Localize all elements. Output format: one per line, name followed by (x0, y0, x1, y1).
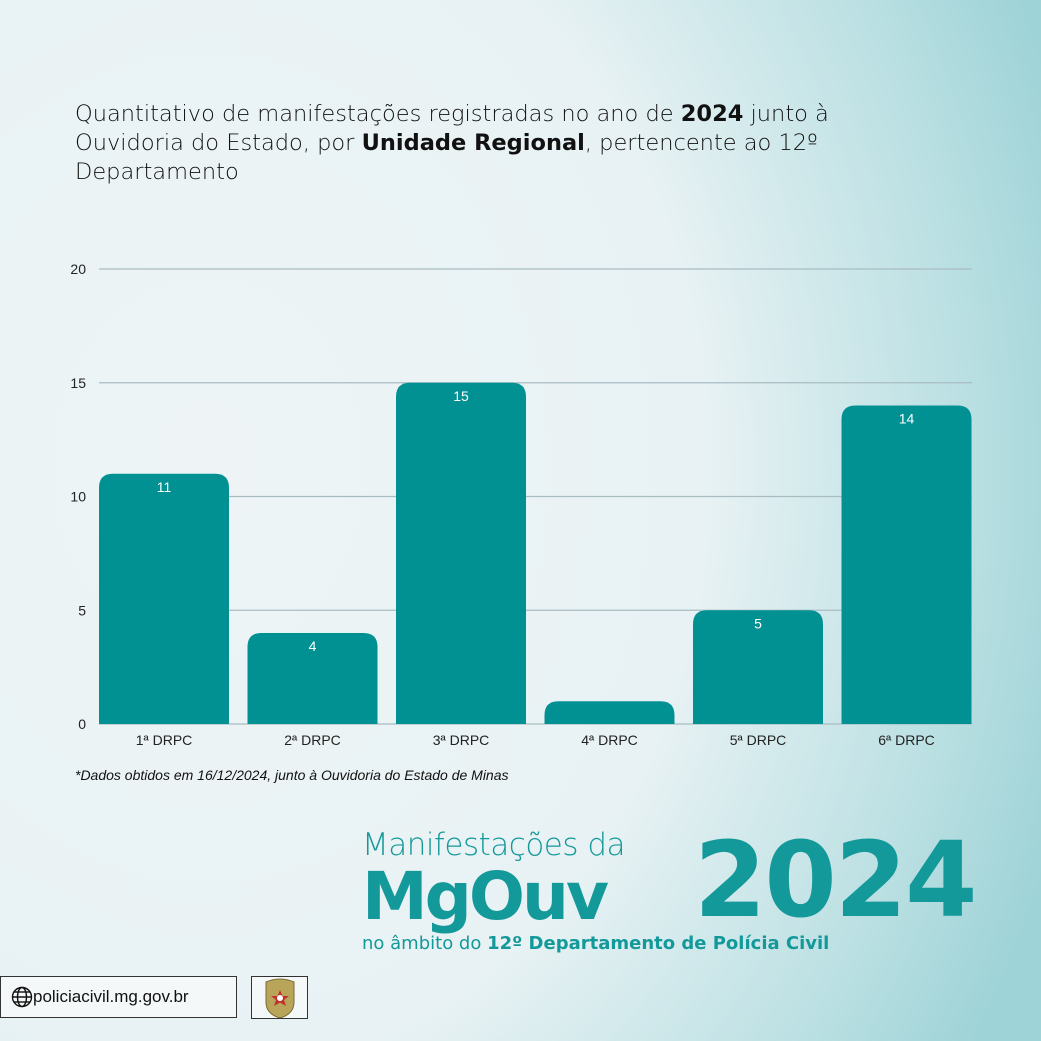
bar (99, 473, 229, 724)
data-label: 15 (453, 388, 469, 404)
brand-logo-mgouv: MgOuv (362, 858, 609, 935)
brand-line1: Manifestações da (362, 827, 626, 863)
data-label: 11 (157, 479, 172, 495)
x-tick-label: 1ª DRPC (136, 732, 193, 748)
data-label: 14 (899, 411, 915, 427)
y-tick-label: 5 (78, 602, 86, 618)
x-tick-label: 2ª DRPC (284, 732, 341, 748)
website-link[interactable]: policiacivil.mg.gov.br (0, 976, 237, 1018)
bar (247, 633, 378, 724)
globe-icon (11, 986, 33, 1008)
brand-subtitle: no âmbito do 12º Departamento de Polícia… (362, 933, 830, 954)
footnote: *Dados obtidos em 16/12/2024, junto à Ou… (75, 767, 509, 783)
data-label: 5 (754, 615, 762, 631)
y-tick-label: 15 (70, 375, 86, 391)
y-tick-label: 10 (70, 489, 86, 505)
bar (693, 610, 823, 724)
bar (841, 405, 972, 724)
police-badge-icon (265, 978, 294, 1018)
x-tick-label: 3ª DRPC (433, 732, 490, 748)
y-tick-label: 0 (78, 716, 86, 732)
bar-chart: 0 5 10 15 20 11 1ª DRPC 4 2ª DRPC 15 3ª DRPC 4ª DRP… (70, 261, 972, 748)
bar (396, 382, 526, 724)
website-text: policiacivil.mg.gov.br (33, 987, 189, 1006)
bar (544, 701, 675, 724)
brand-year: 2024 (694, 819, 977, 941)
data-label: 4 (309, 638, 317, 654)
chart-title: Quantitativo de manifestações registrada… (75, 101, 829, 185)
x-tick-label: 5ª DRPC (730, 732, 787, 748)
y-tick-label: 20 (70, 261, 86, 277)
x-tick-label: 6ª DRPC (878, 732, 935, 748)
brand-block: Manifestações da MgOuv no âmbito do 12º … (362, 828, 829, 956)
x-tick-label: 4ª DRPC (581, 732, 638, 748)
policia-civil-badge (251, 976, 308, 1019)
